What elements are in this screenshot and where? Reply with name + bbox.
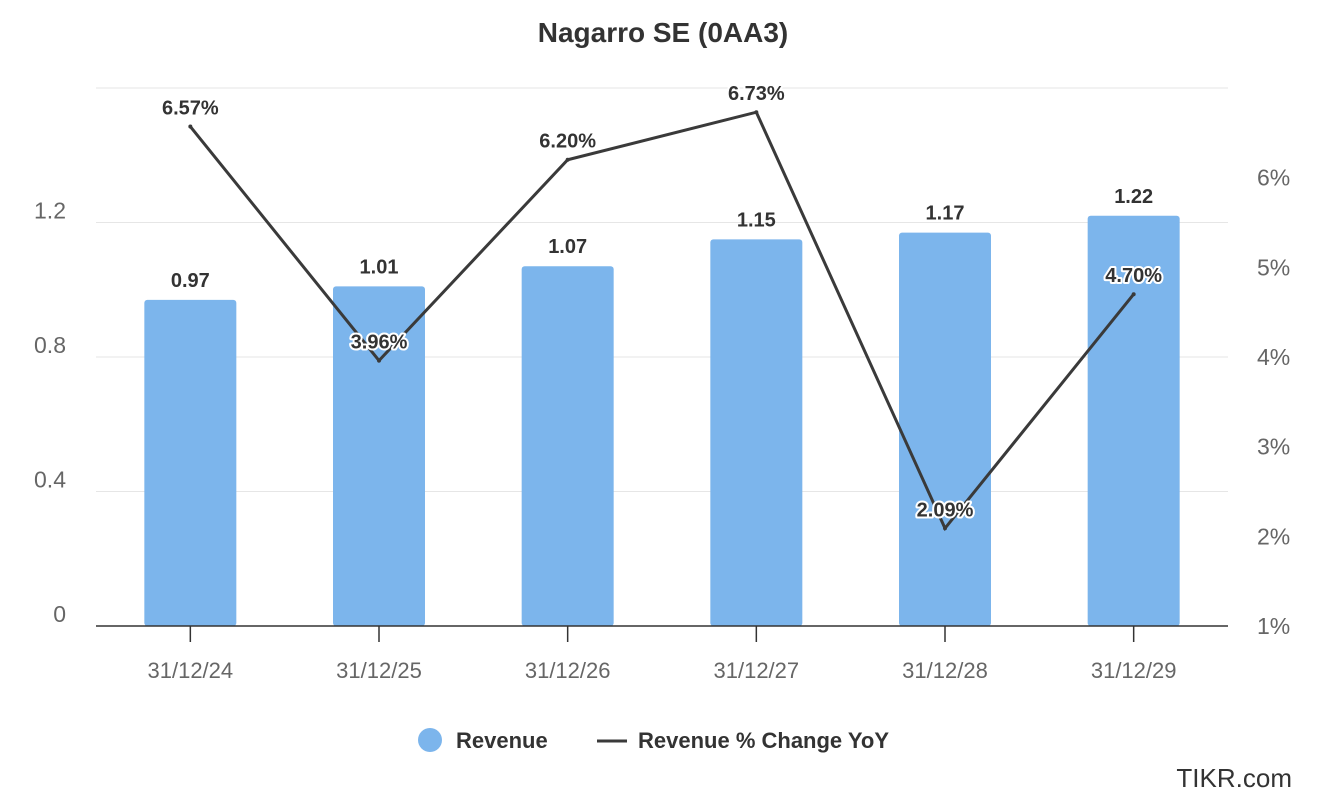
x-tick-label: 31/12/24 [148,658,234,683]
y-left-tick-label: 0.8 [34,332,66,358]
revenue-change-line [188,110,1136,532]
revenue-change-label: 2.09% [917,499,974,521]
y-right-tick-label: 6% [1257,165,1290,191]
revenue-bar [144,299,237,626]
revenue-bars [144,215,1180,626]
revenue-change-point [188,124,193,129]
revenue-bar-label: 1.01 [360,256,399,278]
y-right-tick-label: 4% [1257,344,1290,370]
legend-revenue-label: Revenue [456,728,548,753]
x-tick-label: 31/12/26 [525,658,611,683]
x-tick-label: 31/12/28 [902,658,988,683]
y-right-tick-label: 2% [1257,523,1290,549]
y-right-tick-label: 3% [1257,434,1290,460]
x-tick-label: 31/12/25 [336,658,422,683]
revenue-change-label: 3.96% [351,332,408,354]
revenue-change-polyline [189,110,1135,532]
tikr-credit[interactable]: TIKR.com [1176,763,1292,793]
revenue-change-label: 6.20% [539,131,596,153]
revenue-bar [333,286,425,626]
revenue-bar-label: 1.22 [1114,186,1153,208]
y-left-tick-label: 1.2 [34,198,66,224]
y-left-tick-label: 0.4 [34,467,66,493]
y-axis-right: 1% 2% 3% 4% 5% 6% [1257,165,1290,639]
y-right-tick-label: 5% [1257,254,1290,280]
chart-title: Nagarro SE (0AA3) [538,17,789,48]
bar-data-labels: 0.97 1.01 1.07 1.15 1.17 1.22 [171,186,1153,292]
revenue-bar-label: 1.07 [548,236,587,258]
legend-revenue-change-label: Revenue % Change YoY [638,728,889,753]
revenue-change-label: 6.57% [162,98,219,120]
revenue-change-point [943,526,947,531]
revenue-change-point [754,110,759,115]
revenue-bar-label: 1.17 [926,203,965,225]
y-left-tick-label: 0 [53,601,66,627]
revenue-bar [1087,215,1180,626]
revenue-bar-label: 1.15 [737,209,776,231]
revenue-bar [899,232,991,626]
revenue-bar [710,239,803,626]
x-tick-label: 31/12/27 [714,658,800,683]
revenue-change-label: 6.73% [728,83,785,105]
gridlines [96,87,1228,492]
revenue-change-point [565,157,570,162]
line-data-labels: 6.57% 3.96% 6.20% 6.73% 2.09% 4.70% [160,81,1164,523]
legend[interactable]: Revenue Revenue % Change YoY [418,728,889,753]
x-tick-label: 31/12/29 [1091,658,1177,683]
legend-item-revenue[interactable]: Revenue [418,728,548,753]
y-axis-left: 0 0.4 0.8 1.2 [34,198,66,628]
legend-item-revenue-change[interactable]: Revenue % Change YoY [597,728,889,753]
revenue-bar [521,266,614,626]
revenue-change-point [1131,292,1136,297]
revenue-bar-label: 0.97 [171,270,210,292]
legend-revenue-swatch [418,728,442,752]
revenue-change-label: 4.70% [1105,265,1162,287]
revenue-change-point [377,358,381,363]
x-axis: 31/12/24 31/12/25 31/12/26 31/12/27 31/12/28… [148,626,1177,683]
y-right-tick-label: 1% [1257,613,1290,639]
